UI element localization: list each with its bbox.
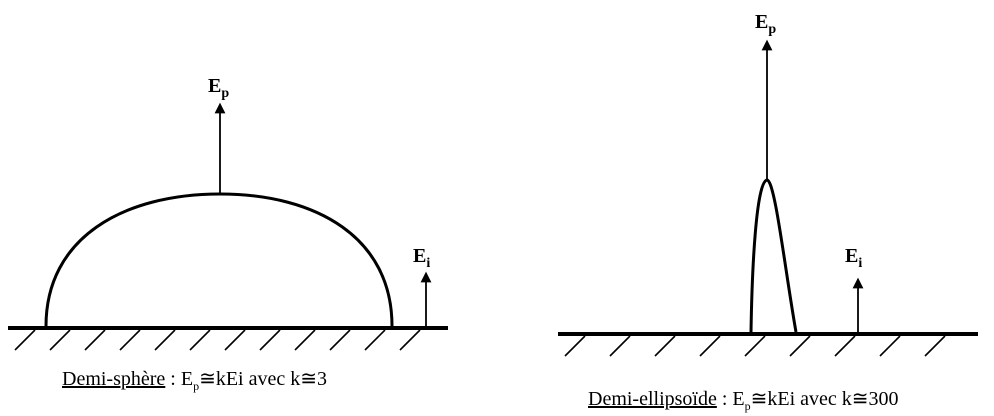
left-caption-formula: ≅kEi avec k≅3 [199,368,327,390]
right-caption-formula: ≅kEi avec k≅300 [750,388,899,410]
left-caption-name: Demi-sphère [62,368,166,390]
right-ei-label: Ei [845,245,862,271]
left-ground-hatch [14,329,421,351]
left-ep-label: Ep [208,75,229,101]
left-caption-sep: : [165,368,181,390]
left-figure: Ep Ei [8,75,448,351]
left-caption-e: E [180,368,194,390]
right-ep-label: Ep [755,11,776,37]
left-caption-e-sub: p [193,379,200,393]
half-ellipsoid [749,178,798,333]
right-caption: Demi-ellipsoïde : Ep≅kEi avec k≅300 [588,386,899,414]
right-caption-sep: : [716,388,733,410]
half-sphere [44,192,394,327]
right-caption-name: Demi-ellipsoïde [588,388,717,410]
right-caption-e-sub: p [744,399,751,413]
left-caption: Demi-sphère : Ep≅kEi avec k≅3 [62,366,327,394]
left-ei-label: Ei [413,245,430,271]
right-figure: Ep Ei [558,11,978,357]
right-caption-e: E [732,388,745,410]
right-ground-hatch [564,335,946,357]
